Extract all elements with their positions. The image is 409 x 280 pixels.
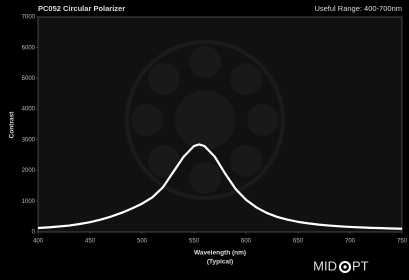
logo-left: MID	[313, 258, 337, 273]
y-axis-label: Contrast	[9, 111, 16, 139]
y-tick-label: 4000	[22, 107, 36, 113]
x-tick-label: 650	[293, 239, 304, 245]
logo-right: PT	[352, 258, 369, 273]
y-tick-label: 6000	[22, 45, 36, 51]
x-tick-label: 400	[33, 239, 44, 245]
chart-title: PC052 Circular Polarizer	[38, 4, 125, 13]
y-tick-label: 7000	[22, 15, 36, 21]
chart: PC052 Circular Polarizer Useful Range: 4…	[0, 0, 409, 280]
subtitle: Useful Range: 400-700nm	[314, 4, 402, 13]
watermark	[127, 42, 283, 198]
x-tick-label: 450	[85, 239, 96, 245]
y-tick-label: 5000	[22, 76, 36, 82]
y-tick-label: 2000	[22, 168, 36, 174]
x-tick-label: 500	[137, 239, 148, 245]
x-tick-label: 600	[241, 239, 252, 245]
x-tick-label: 700	[345, 239, 356, 245]
y-tick-label: 3000	[22, 137, 36, 143]
y-tick-label: 1000	[22, 199, 36, 205]
x-tick-label: 550	[189, 239, 200, 245]
x-tick-label: 750	[397, 239, 408, 245]
x-axis-label: Wavelength (nm)	[194, 250, 246, 257]
x-axis-note: (Typical)	[207, 259, 233, 266]
